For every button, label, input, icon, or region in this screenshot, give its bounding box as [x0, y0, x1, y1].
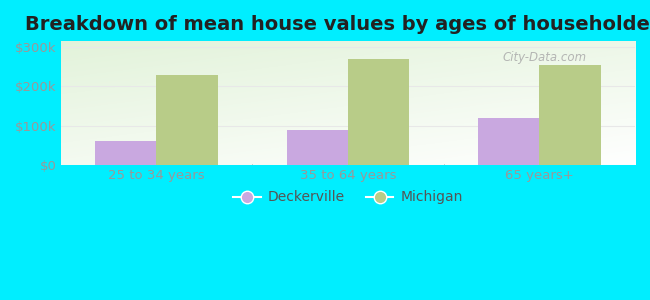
Title: Breakdown of mean house values by ages of householders: Breakdown of mean house values by ages o…	[25, 15, 650, 34]
Text: City-Data.com: City-Data.com	[503, 51, 587, 64]
Bar	[348, 59, 409, 165]
Bar	[478, 118, 540, 165]
Bar	[540, 65, 601, 165]
Legend: Deckerville, Michigan: Deckerville, Michigan	[227, 185, 468, 210]
Bar	[95, 141, 157, 165]
Bar	[287, 130, 348, 165]
Bar	[157, 74, 218, 165]
